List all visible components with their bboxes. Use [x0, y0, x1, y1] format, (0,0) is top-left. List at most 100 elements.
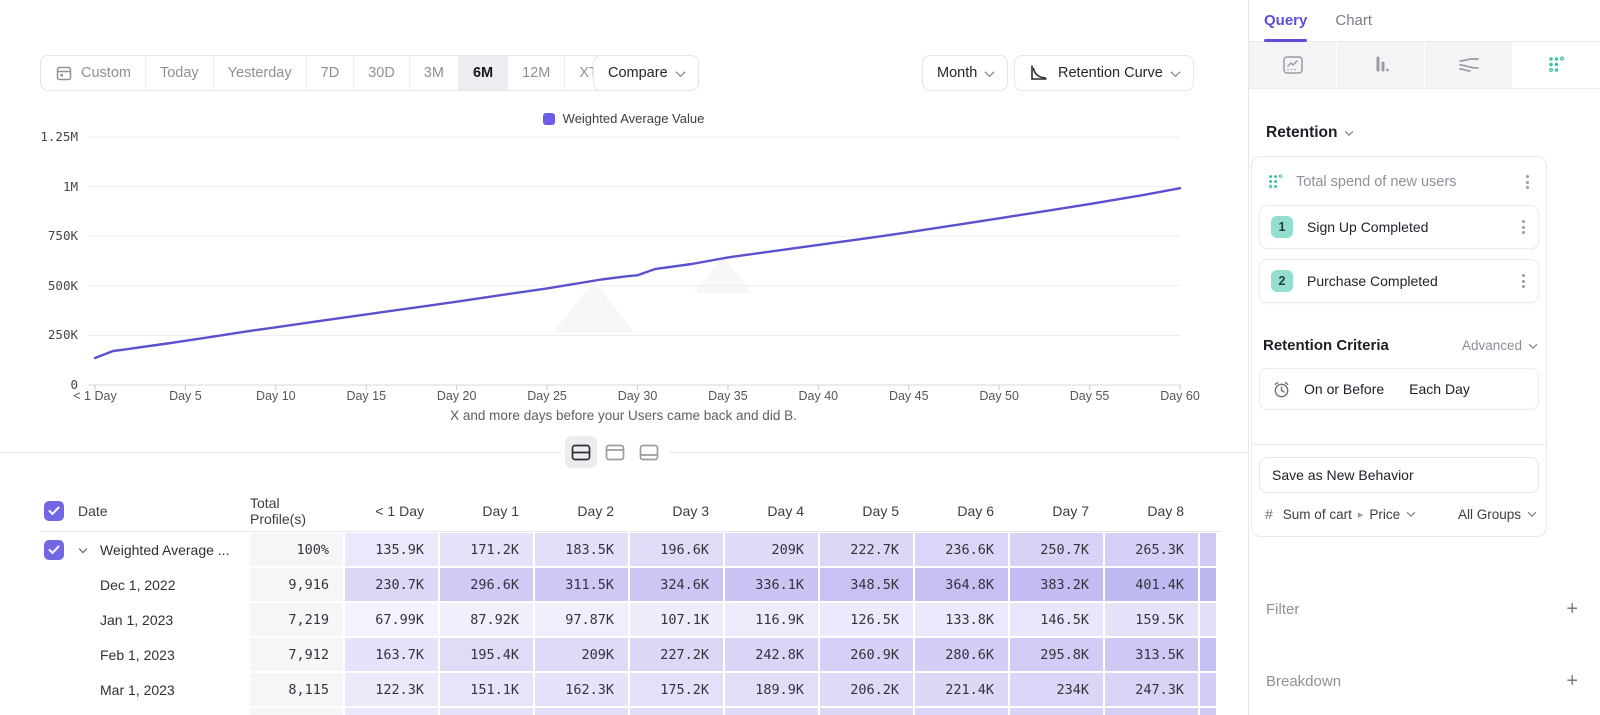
range-3m[interactable]: 3M: [409, 56, 459, 90]
retention-value-cell: 196.6K: [630, 533, 723, 566]
row-label[interactable]: Jan 1, 2023: [100, 611, 174, 628]
advanced-dropdown[interactable]: Advanced: [1462, 338, 1538, 353]
retention-value-cell: 222.7K: [820, 533, 913, 566]
kebab-menu-icon[interactable]: [1519, 217, 1528, 237]
row-checkbox[interactable]: [44, 539, 64, 560]
report-type-dropdown[interactable]: Retention: [1266, 124, 1354, 142]
chart-legend[interactable]: Weighted Average Value: [0, 111, 1247, 126]
expand-chevron-icon[interactable]: [78, 544, 88, 553]
retention-value-cell: [915, 708, 1008, 715]
retention-value-cell: 122.3K: [345, 673, 438, 706]
table-row: Dec 1, 2022 9,916 230.7K 296.6K 311.5K 324.6K…: [40, 568, 1220, 601]
chevron-down-icon: [1528, 339, 1538, 349]
retention-value-cell: 159.5K: [1105, 603, 1198, 636]
kebab-menu-icon[interactable]: [1519, 271, 1528, 291]
alarm-clock-icon: [1274, 381, 1289, 397]
add-breakdown-button[interactable]: +: [1566, 670, 1578, 692]
number-property-icon: #: [1265, 506, 1273, 522]
range-6m[interactable]: 6M: [458, 56, 509, 90]
retention-value-cell: 313.5K: [1105, 638, 1198, 671]
granularity-dropdown[interactable]: Month: [922, 55, 1009, 91]
retention-value-cell: 324.6K: [630, 568, 723, 601]
compare-button[interactable]: Compare: [593, 55, 699, 91]
tab-query[interactable]: Query: [1264, 0, 1308, 42]
behavior-name[interactable]: Total spend of new users: [1296, 174, 1457, 190]
criteria-window[interactable]: Each Day: [1409, 381, 1470, 397]
row-label[interactable]: Feb 1, 2023: [100, 646, 175, 663]
add-filter-button[interactable]: +: [1566, 598, 1578, 620]
x-tick-label: Day 35: [708, 389, 748, 403]
table-header-row: Date Total Profile(s) < 1 Day Day 1 Day 2 Day…: [40, 490, 1220, 532]
behavior-step[interactable]: 2 Purchase Completed: [1259, 259, 1539, 303]
range-12m[interactable]: 12M: [508, 56, 566, 90]
retention-curve-icon: [1029, 64, 1049, 82]
property-arrow-icon: ▸: [1357, 508, 1364, 521]
breakdown-section: Breakdown +: [1266, 670, 1578, 693]
retention-table: Date Total Profile(s) < 1 Day Day 1 Day 2 Day…: [40, 490, 1220, 715]
retention-value-cell: 250.7K: [1010, 533, 1103, 566]
insights-chart-tile[interactable]: [1249, 42, 1337, 88]
flow-chart-tile[interactable]: [1425, 42, 1513, 88]
behavior-steps: 1 Sign Up Completed 2 Purchase Completed: [1252, 205, 1546, 303]
retention-value-cell: 236.6K: [915, 533, 1008, 566]
range-7d[interactable]: 7D: [306, 56, 355, 90]
groups-dropdown[interactable]: All Groups: [1458, 507, 1537, 522]
measure-label[interactable]: Sum of cart: [1282, 506, 1352, 522]
retention-value-cell: 280.6K: [915, 638, 1008, 671]
chart-type-dropdown[interactable]: Retention Curve: [1014, 55, 1194, 91]
row-label[interactable]: Mar 1, 2023: [100, 681, 175, 698]
kebab-menu-icon[interactable]: [1523, 172, 1532, 192]
retention-value-cell: 221.4K: [915, 673, 1008, 706]
retention-line-chart[interactable]: [0, 130, 1247, 396]
select-all-checkbox[interactable]: [44, 500, 64, 521]
criteria-card[interactable]: On or Before Each Day: [1259, 368, 1539, 410]
funnel-chart-tile[interactable]: [1337, 42, 1425, 88]
retention-value-cell: 364.8K: [915, 568, 1008, 601]
retention-value-cell: 296.6K: [440, 568, 533, 601]
cropped-column-sliver: [1200, 603, 1216, 636]
step-event-label[interactable]: Purchase Completed: [1307, 273, 1438, 289]
tab-chart[interactable]: Chart: [1335, 12, 1373, 29]
retention-value-cell: [820, 708, 913, 715]
step-event-label[interactable]: Sign Up Completed: [1307, 219, 1429, 235]
measure-property[interactable]: Price: [1369, 506, 1401, 522]
y-tick-label: 1M: [62, 178, 78, 194]
legend-swatch: [542, 112, 555, 125]
retention-value-cell: 401.4K: [1105, 568, 1198, 601]
retention-value-cell: 348.5K: [820, 568, 913, 601]
x-tick-label: Day 5: [169, 389, 202, 403]
layout-top-button[interactable]: [599, 436, 631, 468]
retention-value-cell: 133.8K: [915, 603, 1008, 636]
save-as-new-behavior-button[interactable]: Save as New Behavior: [1259, 457, 1539, 493]
criteria-condition[interactable]: On or Before: [1304, 381, 1385, 397]
range-today[interactable]: Today: [145, 56, 214, 90]
retention-value-cell: 97.87K: [535, 603, 628, 636]
x-tick-label: Day 30: [617, 389, 658, 403]
chevron-down-icon: [1170, 66, 1181, 77]
retention-value-cell: 175.2K: [630, 673, 723, 706]
step-number-badge: 2: [1271, 270, 1293, 292]
retention-value-cell: 171.2K: [440, 533, 533, 566]
retention-value-cell: 135.9K: [345, 533, 438, 566]
range-yesterday[interactable]: Yesterday: [213, 56, 307, 90]
panel-tabs: Query Chart: [1249, 0, 1600, 42]
chart-caption: X and more days before your Users came b…: [450, 408, 797, 423]
x-tick-label: Day 15: [346, 389, 387, 403]
range-30d[interactable]: 30D: [354, 56, 410, 90]
retention-value-cell: 234K: [1010, 673, 1103, 706]
layout-split-button[interactable]: [565, 436, 597, 468]
layout-bottom-button[interactable]: [633, 436, 665, 468]
row-label[interactable]: Weighted Average ...: [100, 541, 230, 558]
x-tick-label: Day 20: [436, 389, 477, 403]
retention-value-cell: 151.1K: [440, 673, 533, 706]
row-label[interactable]: Dec 1, 2022: [100, 576, 176, 593]
date-range-group: CustomTodayYesterday7D30D3M6M12MXTD: [40, 55, 638, 91]
retention-value-cell: [725, 708, 818, 715]
chart-type-label: Retention Curve: [1058, 65, 1163, 81]
range-custom[interactable]: Custom: [41, 56, 146, 90]
behavior-step[interactable]: 1 Sign Up Completed: [1259, 205, 1539, 249]
chevron-down-icon: [1527, 508, 1537, 517]
report-type-label: Retention: [1266, 124, 1338, 141]
retention-chart-tile[interactable]: [1513, 42, 1600, 88]
cropped-column-sliver: [1200, 638, 1216, 671]
